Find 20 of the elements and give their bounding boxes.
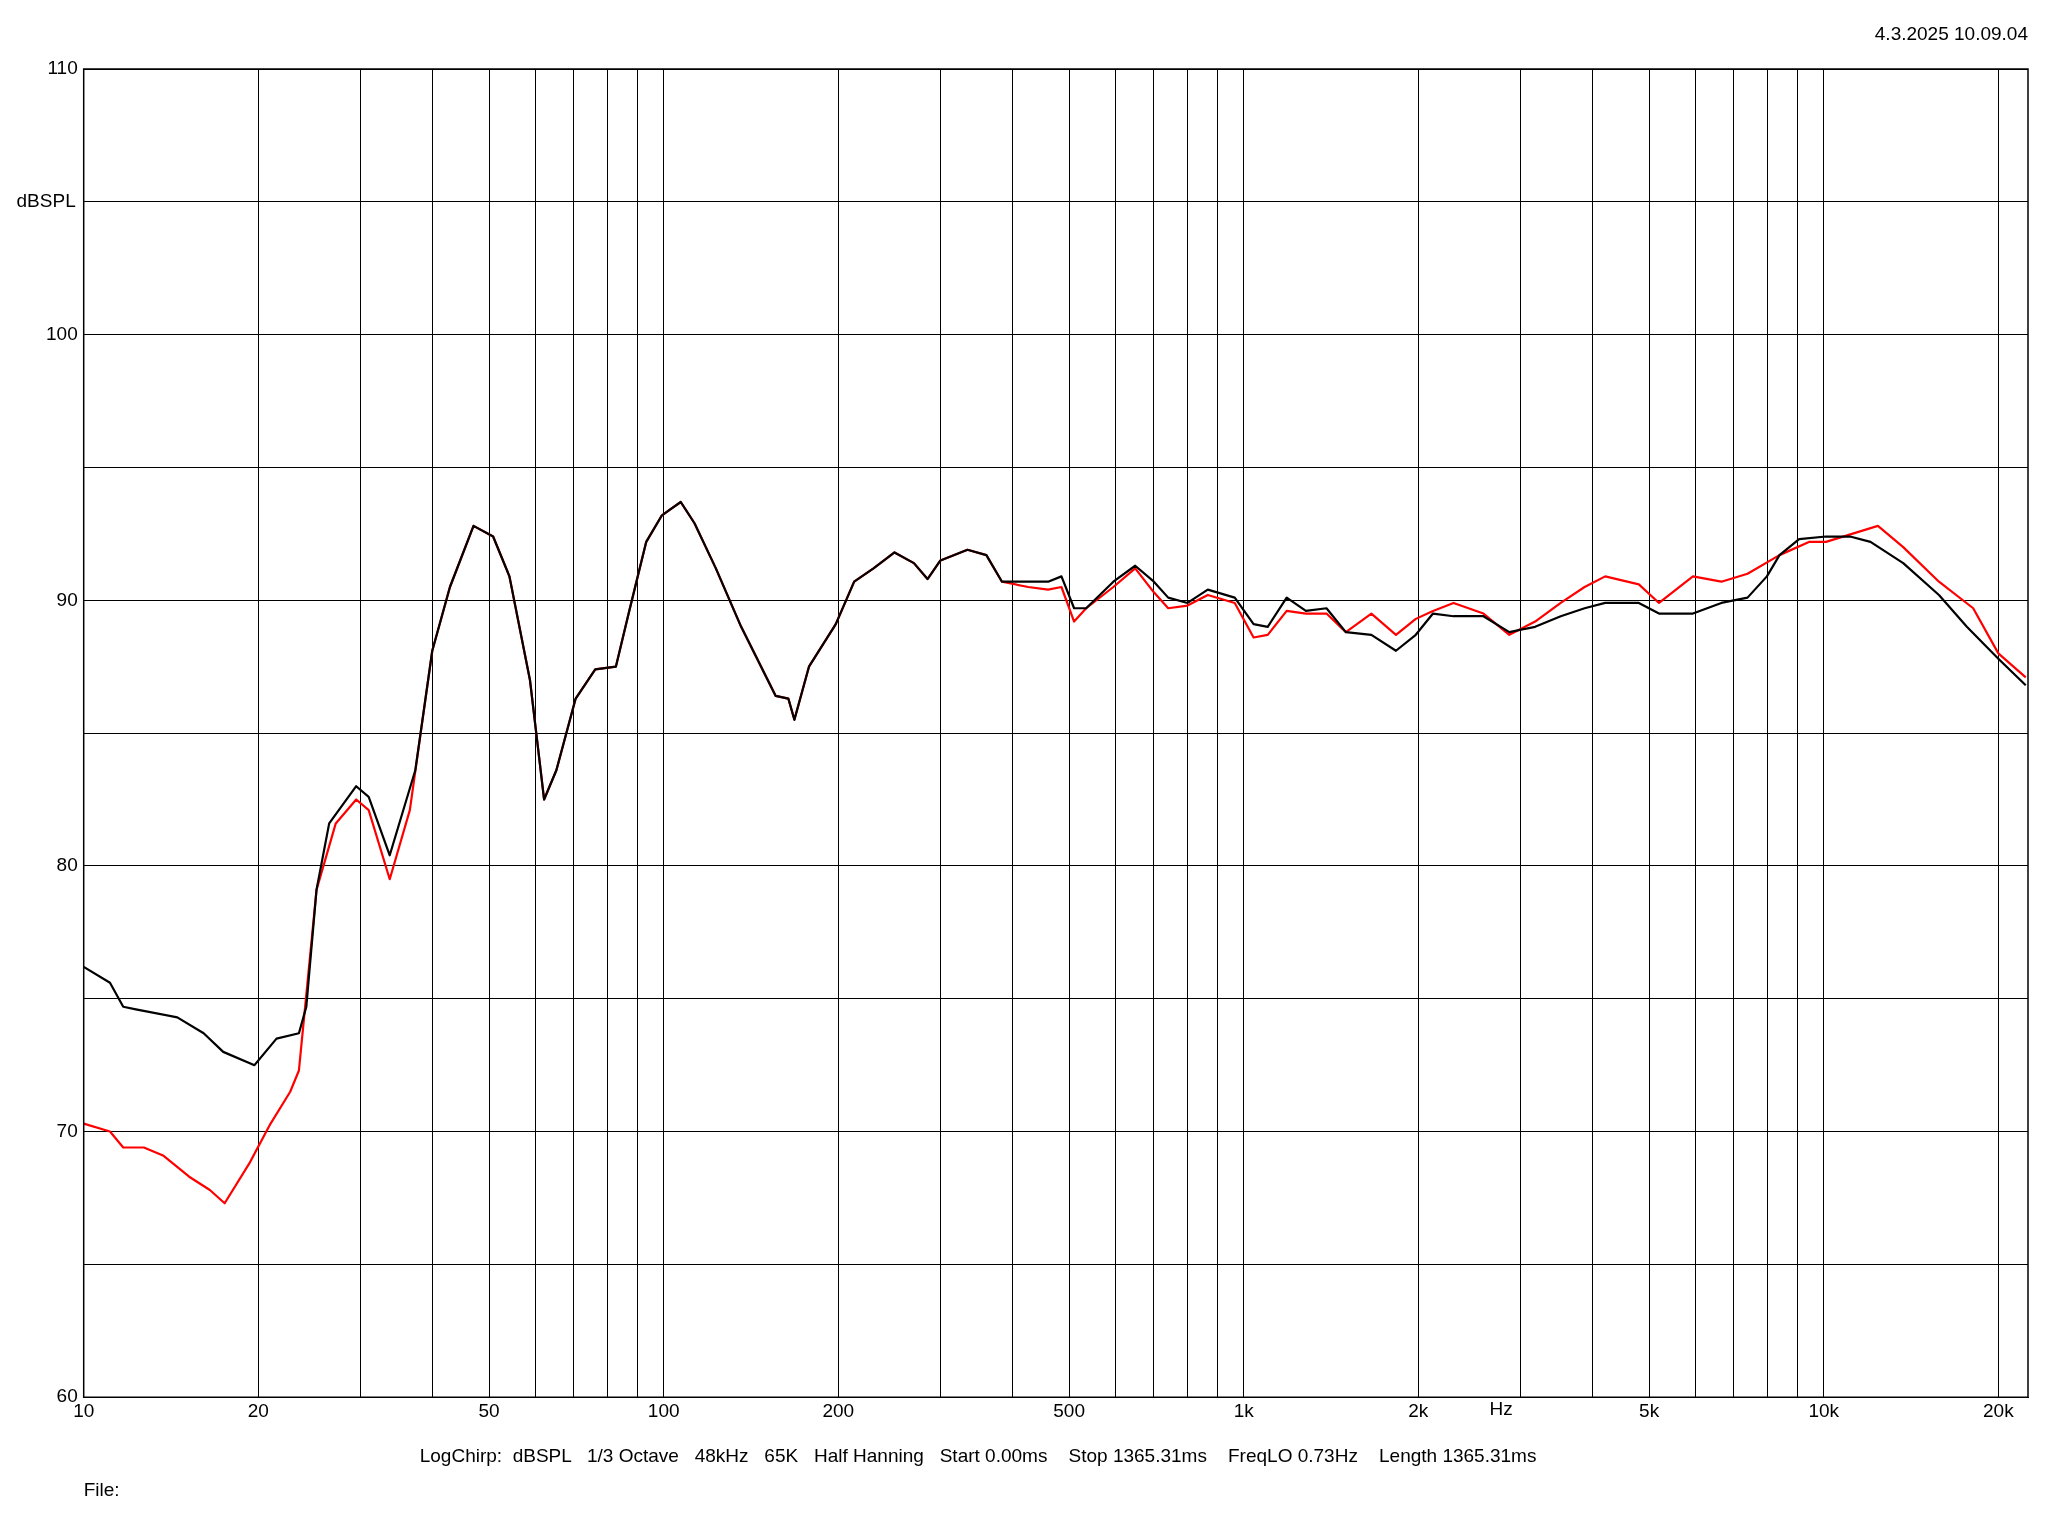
text: LogChirp: dBSPL 1/3 Octave 48kHz 65K Half Hanning Start 0.00ms Stop 1365.31ms FreqLO 0.73Hz Length 1365.31ms <box>419 1445 1537 1467</box>
y-tick-label: 100 <box>46 322 78 344</box>
text: File: <box>83 1479 120 1501</box>
x-tick-label: 500 <box>1053 1399 1085 1421</box>
x-tick-label: 5k <box>1639 1399 1660 1421</box>
y-tick-label: 80 <box>56 854 78 876</box>
x-tick-label: 50 <box>478 1399 500 1421</box>
y-axis-title: dBSPL <box>16 190 76 212</box>
y-tick-label: 90 <box>56 588 78 610</box>
y-tick-label: 110 <box>47 57 78 79</box>
x-tick-label: 20k <box>1983 1399 2015 1421</box>
x-axis-title: Hz <box>1489 1398 1513 1420</box>
x-tick-label: 20 <box>247 1399 269 1421</box>
x-tick-label: 1k <box>1233 1399 1255 1421</box>
y-tick-label: 70 <box>56 1119 78 1141</box>
x-tick-label: 200 <box>822 1399 855 1421</box>
x-tick-label: 10k <box>1808 1399 1840 1421</box>
x-tick-label: 100 <box>647 1399 680 1421</box>
x-tick-label: 2k <box>1408 1399 1429 1421</box>
text: 4.3.2025 10.09.04 <box>1874 23 2029 45</box>
